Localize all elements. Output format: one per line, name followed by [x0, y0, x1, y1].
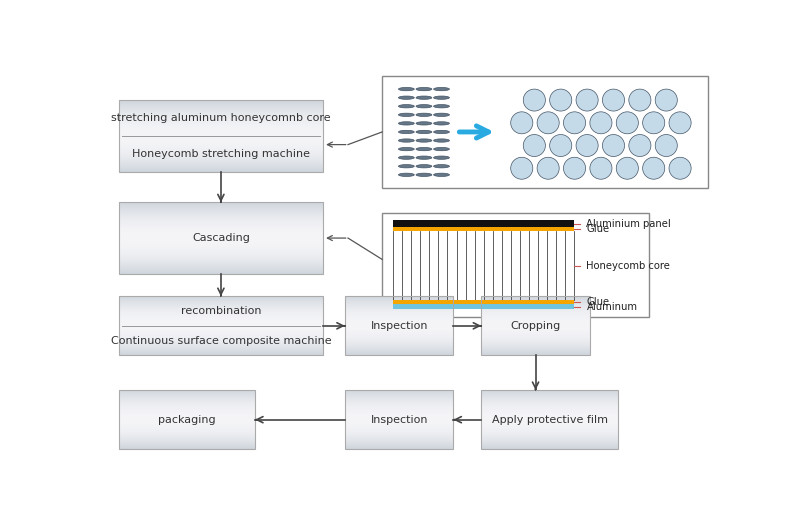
- Ellipse shape: [537, 157, 559, 179]
- Ellipse shape: [398, 122, 414, 125]
- Ellipse shape: [398, 113, 414, 117]
- Ellipse shape: [642, 157, 665, 179]
- Text: Glue: Glue: [586, 224, 610, 234]
- Ellipse shape: [434, 147, 450, 151]
- Ellipse shape: [434, 173, 450, 176]
- Ellipse shape: [398, 96, 414, 99]
- Text: Honeycomb core: Honeycomb core: [586, 261, 670, 271]
- Ellipse shape: [434, 104, 450, 108]
- Ellipse shape: [434, 165, 450, 168]
- Ellipse shape: [398, 139, 414, 142]
- FancyBboxPatch shape: [394, 304, 574, 310]
- Ellipse shape: [416, 96, 432, 99]
- FancyBboxPatch shape: [394, 220, 574, 227]
- Ellipse shape: [629, 89, 651, 111]
- Ellipse shape: [398, 165, 414, 168]
- Ellipse shape: [416, 87, 432, 91]
- Ellipse shape: [629, 135, 651, 156]
- Text: packaging: packaging: [158, 414, 216, 425]
- Ellipse shape: [398, 104, 414, 108]
- Ellipse shape: [537, 112, 559, 134]
- Ellipse shape: [616, 157, 638, 179]
- Text: Inspection: Inspection: [370, 321, 428, 331]
- Ellipse shape: [398, 130, 414, 134]
- Ellipse shape: [576, 89, 598, 111]
- Ellipse shape: [398, 87, 414, 91]
- Ellipse shape: [602, 89, 625, 111]
- Ellipse shape: [563, 112, 586, 134]
- Text: recombination: recombination: [181, 306, 261, 316]
- Text: stretching aluminum honeycomnb core: stretching aluminum honeycomnb core: [111, 113, 330, 123]
- Ellipse shape: [398, 156, 414, 160]
- Ellipse shape: [434, 139, 450, 142]
- Ellipse shape: [655, 89, 678, 111]
- Ellipse shape: [416, 113, 432, 117]
- FancyBboxPatch shape: [394, 300, 574, 304]
- Ellipse shape: [434, 122, 450, 125]
- Ellipse shape: [523, 135, 546, 156]
- Ellipse shape: [563, 157, 586, 179]
- Text: Honeycomb stretching machine: Honeycomb stretching machine: [132, 149, 310, 159]
- Ellipse shape: [669, 112, 691, 134]
- Ellipse shape: [523, 89, 546, 111]
- Ellipse shape: [398, 147, 414, 151]
- Ellipse shape: [416, 139, 432, 142]
- Text: Apply protective film: Apply protective film: [491, 414, 607, 425]
- Ellipse shape: [550, 89, 572, 111]
- Text: Aluminium panel: Aluminium panel: [586, 218, 671, 228]
- Text: Cascading: Cascading: [192, 233, 250, 243]
- Text: Glue: Glue: [586, 297, 610, 307]
- Ellipse shape: [590, 157, 612, 179]
- Ellipse shape: [416, 122, 432, 125]
- Text: Aluminum: Aluminum: [586, 302, 638, 312]
- FancyBboxPatch shape: [394, 227, 574, 231]
- Ellipse shape: [576, 135, 598, 156]
- Ellipse shape: [642, 112, 665, 134]
- Ellipse shape: [416, 165, 432, 168]
- Ellipse shape: [416, 104, 432, 108]
- Ellipse shape: [434, 156, 450, 160]
- Ellipse shape: [590, 112, 612, 134]
- Ellipse shape: [616, 112, 638, 134]
- FancyBboxPatch shape: [382, 213, 649, 316]
- Ellipse shape: [669, 157, 691, 179]
- Ellipse shape: [655, 135, 678, 156]
- Ellipse shape: [550, 135, 572, 156]
- Ellipse shape: [416, 173, 432, 176]
- Ellipse shape: [416, 156, 432, 160]
- Ellipse shape: [602, 135, 625, 156]
- Ellipse shape: [434, 113, 450, 117]
- Ellipse shape: [434, 87, 450, 91]
- Ellipse shape: [510, 157, 533, 179]
- Ellipse shape: [510, 112, 533, 134]
- Ellipse shape: [434, 130, 450, 134]
- Text: Cropping: Cropping: [510, 321, 561, 331]
- Text: Inspection: Inspection: [370, 414, 428, 425]
- FancyBboxPatch shape: [382, 76, 708, 188]
- Ellipse shape: [398, 173, 414, 176]
- Ellipse shape: [434, 96, 450, 99]
- Ellipse shape: [416, 147, 432, 151]
- Ellipse shape: [416, 130, 432, 134]
- Text: Continuous surface composite machine: Continuous surface composite machine: [110, 335, 331, 346]
